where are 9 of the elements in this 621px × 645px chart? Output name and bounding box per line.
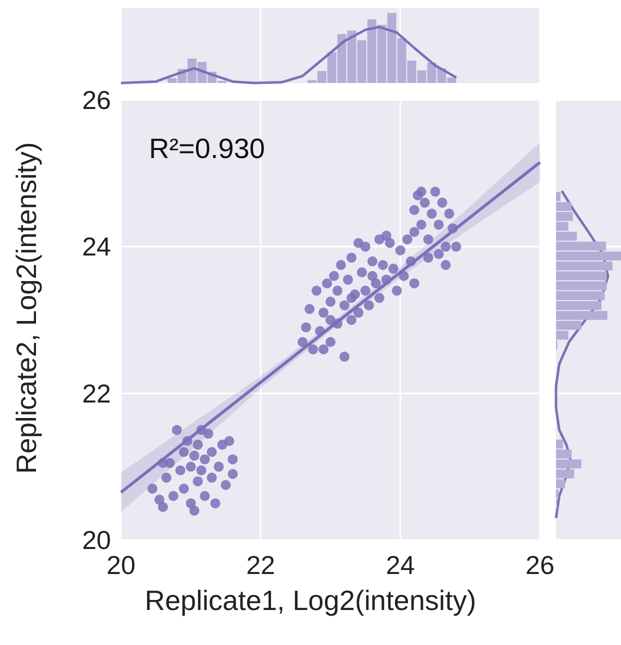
y-tick-label: 26 [82,85,111,115]
x-tick-label: 26 [526,550,554,580]
y-tick-label: 22 [82,378,111,408]
x-tick-label: 24 [386,550,415,580]
y-axis-title: Replicate2, Log2(intensity) [11,142,42,474]
x-axis-title: Replicate1, Log2(intensity) [144,585,476,616]
annotation: R²=0.930 [149,133,265,164]
y-tick-label: 24 [82,232,111,262]
x-tick-label: 22 [246,550,276,580]
